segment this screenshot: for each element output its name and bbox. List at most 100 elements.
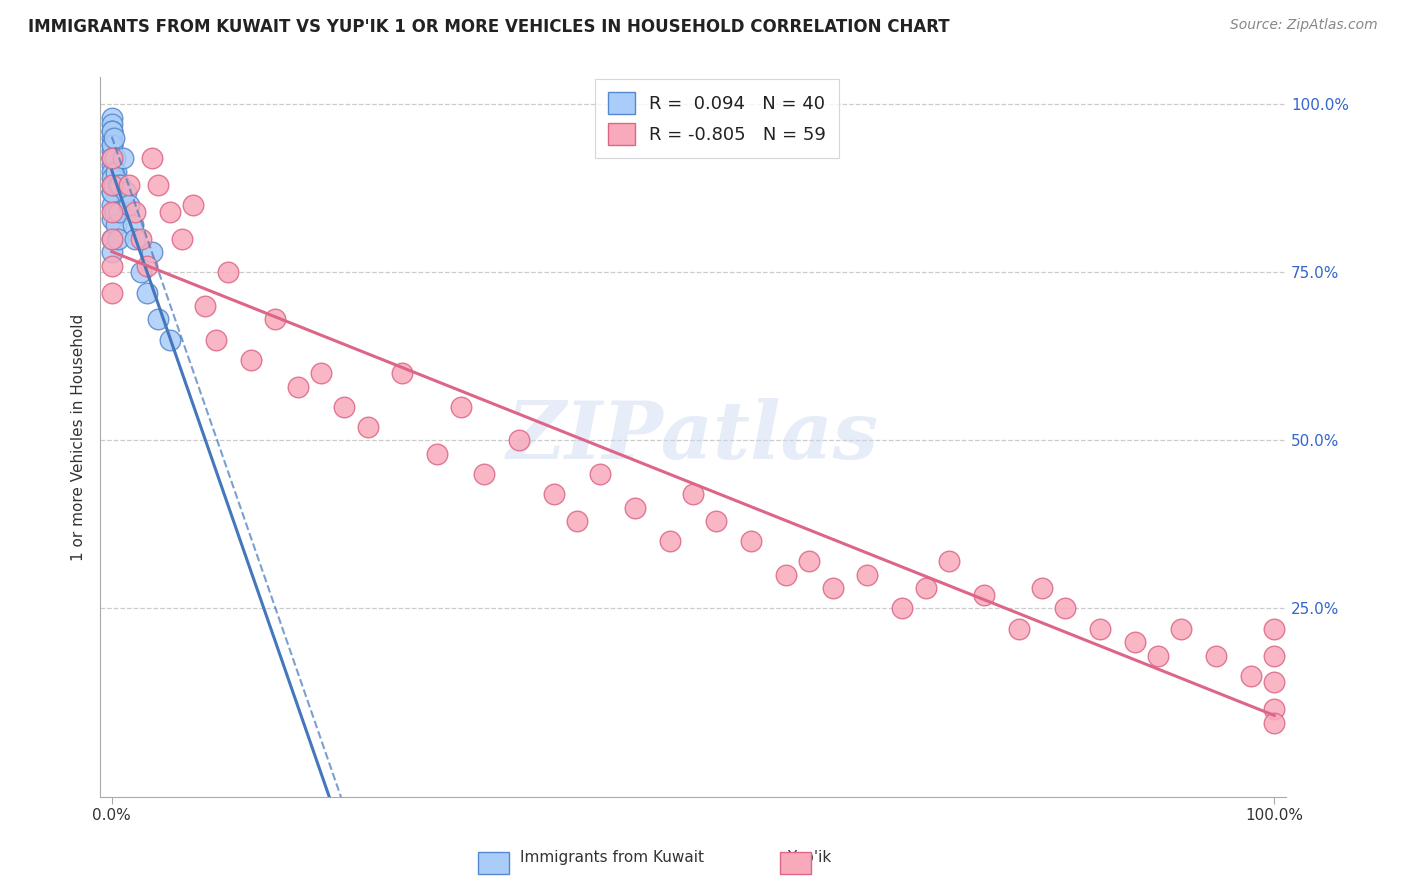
- Point: [240, 352, 263, 367]
- Point: [472, 467, 495, 481]
- Point: [1088, 622, 1111, 636]
- Point: [775, 567, 797, 582]
- Point: [740, 534, 762, 549]
- Point: [682, 487, 704, 501]
- Point: [624, 500, 647, 515]
- Point: [121, 219, 143, 233]
- Point: [1263, 648, 1285, 663]
- Point: [821, 582, 844, 596]
- Point: [1240, 668, 1263, 682]
- Point: [129, 265, 152, 279]
- Point: [108, 178, 131, 192]
- Point: [205, 333, 228, 347]
- Point: [100, 171, 122, 186]
- Point: [100, 124, 122, 138]
- Point: [263, 312, 285, 326]
- Point: [148, 312, 170, 326]
- Point: [159, 333, 181, 347]
- Point: [356, 420, 378, 434]
- Y-axis label: 1 or more Vehicles in Household: 1 or more Vehicles in Household: [72, 313, 86, 561]
- Point: [100, 151, 122, 165]
- Point: [107, 232, 129, 246]
- Point: [543, 487, 565, 501]
- Point: [450, 400, 472, 414]
- Point: [1031, 582, 1053, 596]
- Point: [309, 366, 332, 380]
- Point: [1170, 622, 1192, 636]
- Point: [100, 185, 122, 199]
- Point: [1263, 675, 1285, 690]
- Point: [118, 198, 141, 212]
- Point: [1054, 601, 1077, 615]
- Point: [1263, 715, 1285, 730]
- Point: [141, 245, 163, 260]
- Point: [100, 151, 122, 165]
- Point: [100, 124, 122, 138]
- Point: [103, 131, 125, 145]
- Point: [114, 185, 136, 199]
- Point: [124, 232, 146, 246]
- Point: [112, 151, 135, 165]
- Point: [914, 582, 936, 596]
- Point: [118, 178, 141, 192]
- Point: [287, 379, 309, 393]
- Text: IMMIGRANTS FROM KUWAIT VS YUP'IK 1 OR MORE VEHICLES IN HOUSEHOLD CORRELATION CHA: IMMIGRANTS FROM KUWAIT VS YUP'IK 1 OR MO…: [28, 18, 949, 36]
- Point: [973, 588, 995, 602]
- Point: [135, 259, 157, 273]
- Point: [100, 178, 122, 192]
- Point: [129, 232, 152, 246]
- Point: [1205, 648, 1227, 663]
- Point: [141, 151, 163, 165]
- Point: [104, 151, 127, 165]
- Point: [124, 205, 146, 219]
- Point: [1263, 622, 1285, 636]
- Point: [217, 265, 239, 279]
- Point: [181, 198, 204, 212]
- Point: [508, 434, 530, 448]
- Point: [100, 205, 122, 219]
- Point: [100, 118, 122, 132]
- Point: [1007, 622, 1029, 636]
- Point: [170, 232, 193, 246]
- Point: [426, 447, 449, 461]
- Text: Yup'ik: Yup'ik: [787, 850, 831, 865]
- Point: [104, 205, 127, 219]
- Point: [938, 554, 960, 568]
- Point: [135, 285, 157, 300]
- Text: Immigrants from Kuwait: Immigrants from Kuwait: [520, 850, 704, 865]
- Point: [100, 164, 122, 178]
- Point: [589, 467, 612, 481]
- Point: [799, 554, 821, 568]
- Point: [100, 137, 122, 152]
- Point: [100, 211, 122, 226]
- Point: [159, 205, 181, 219]
- Point: [100, 111, 122, 125]
- Point: [100, 131, 122, 145]
- Point: [100, 151, 122, 165]
- Point: [658, 534, 681, 549]
- Point: [100, 178, 122, 192]
- Point: [100, 285, 122, 300]
- Point: [100, 198, 122, 212]
- Point: [333, 400, 356, 414]
- Point: [891, 601, 914, 615]
- Point: [100, 185, 122, 199]
- Point: [107, 178, 129, 192]
- Point: [1263, 702, 1285, 716]
- Point: [100, 245, 122, 260]
- Legend: R =  0.094   N = 40, R = -0.805   N = 59: R = 0.094 N = 40, R = -0.805 N = 59: [595, 79, 838, 158]
- Point: [1147, 648, 1170, 663]
- Point: [565, 514, 588, 528]
- Point: [391, 366, 413, 380]
- Point: [194, 299, 217, 313]
- Point: [704, 514, 727, 528]
- Point: [103, 178, 125, 192]
- Point: [100, 145, 122, 159]
- Point: [105, 219, 128, 233]
- Text: ZIPatlas: ZIPatlas: [508, 399, 879, 475]
- Point: [100, 137, 122, 152]
- Point: [1123, 635, 1146, 649]
- Point: [148, 178, 170, 192]
- Point: [100, 259, 122, 273]
- Text: Source: ZipAtlas.com: Source: ZipAtlas.com: [1230, 18, 1378, 32]
